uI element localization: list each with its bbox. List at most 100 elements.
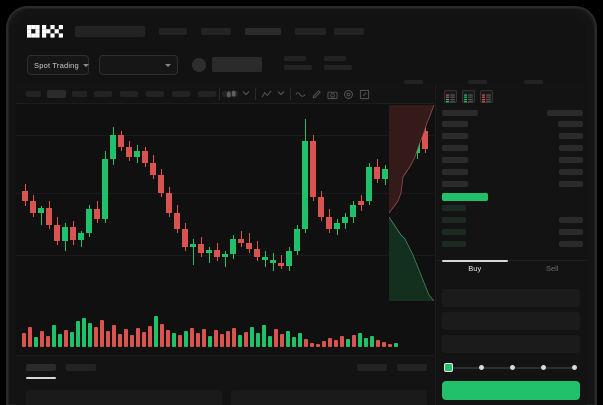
volume-bar — [388, 344, 392, 347]
candle-body — [166, 193, 172, 213]
chevron-down-icon[interactable] — [242, 89, 250, 97]
orderbook-row[interactable] — [442, 169, 468, 175]
nav-item-0[interactable] — [159, 28, 187, 35]
chevron-down-icon[interactable] — [277, 89, 285, 97]
volume-bar — [202, 329, 206, 347]
timeframe-1-active[interactable] — [47, 90, 66, 98]
slider-handle[interactable] — [444, 363, 453, 372]
slider-mark-75[interactable] — [541, 364, 546, 370]
app-screen: Spot Trading — [16, 16, 587, 405]
volume-bar — [310, 343, 314, 347]
tab-sell[interactable]: Sell — [545, 264, 559, 273]
volume-bar — [232, 328, 236, 347]
bottom-tab-0[interactable] — [26, 364, 56, 371]
bottom-action-1[interactable] — [397, 364, 427, 371]
tab-buy[interactable]: Buy — [468, 264, 482, 273]
volume-bar — [58, 334, 62, 347]
orderbook-asks-icon[interactable] — [480, 90, 493, 103]
candle-body — [182, 229, 188, 247]
volume-bar — [304, 339, 308, 347]
orderbook-row[interactable] — [442, 229, 466, 235]
candle-body — [382, 169, 388, 179]
price-field[interactable] — [442, 289, 580, 307]
open-orders-panel[interactable] — [26, 390, 222, 405]
candle-body — [110, 135, 116, 159]
trading-pair-selector[interactable] — [99, 55, 178, 75]
timeframe-6[interactable] — [172, 91, 190, 97]
amount-field[interactable] — [442, 312, 580, 330]
nav-item-2[interactable] — [245, 28, 281, 35]
orderbook-row[interactable] — [442, 241, 466, 247]
market-stat-1-value — [324, 65, 352, 70]
volume-bar — [124, 329, 128, 347]
global-search-input[interactable] — [75, 26, 145, 37]
orderbook-row[interactable] — [442, 217, 466, 223]
orderbook-row[interactable] — [442, 121, 468, 127]
nav-item-1[interactable] — [201, 28, 231, 35]
orderbook-panel: Buy Sell — [435, 84, 587, 405]
timeframe-7[interactable] — [198, 91, 216, 97]
timeframe-0[interactable] — [26, 91, 41, 97]
candle-body — [46, 208, 52, 225]
orderbook-row[interactable] — [442, 110, 478, 116]
slider-mark-100[interactable] — [572, 364, 577, 370]
chevron-down-icon — [82, 63, 89, 67]
settings-icon[interactable] — [343, 89, 354, 100]
submit-buy-button[interactable] — [442, 381, 580, 400]
orderbook-spread-row[interactable] — [442, 193, 488, 201]
bottom-action-0[interactable] — [357, 364, 387, 371]
wave-icon[interactable] — [295, 89, 306, 100]
nav-item-4[interactable] — [334, 28, 364, 35]
volume-bar — [136, 328, 140, 347]
orderbook-row[interactable] — [442, 145, 468, 151]
okx-logo[interactable] — [27, 25, 67, 38]
volume-bar — [178, 335, 182, 347]
candle-body — [22, 191, 28, 201]
volume-bar — [298, 333, 302, 347]
fullscreen-icon[interactable] — [359, 89, 370, 100]
orderbook-row-size — [559, 145, 583, 151]
candle-body — [86, 209, 92, 233]
candle-body — [294, 229, 300, 251]
volume-bar — [40, 331, 44, 347]
candle-body — [198, 244, 204, 253]
total-field[interactable] — [442, 335, 580, 353]
candle-body — [206, 250, 212, 253]
pencil-icon[interactable] — [311, 89, 322, 100]
nav-item-3[interactable] — [295, 28, 326, 35]
volume-bar — [64, 330, 68, 347]
price-chart[interactable] — [16, 105, 434, 355]
slider-mark-25[interactable] — [479, 364, 484, 370]
orderbook-row[interactable] — [442, 205, 466, 211]
candle-body — [230, 239, 236, 254]
volume-bar — [220, 334, 224, 347]
candle-wick — [192, 239, 194, 265]
orderbook-row[interactable] — [442, 181, 468, 187]
order-history-panel[interactable] — [231, 390, 427, 405]
candle-body — [150, 163, 156, 175]
orderbook-bids-icon[interactable] — [462, 90, 475, 103]
amount-slider[interactable] — [444, 363, 578, 373]
market-type-selector[interactable]: Spot Trading — [27, 55, 89, 75]
timeframe-2[interactable] — [72, 91, 87, 97]
orderbook-row-size — [559, 229, 583, 235]
orderbook-row[interactable] — [442, 133, 468, 139]
slider-mark-50[interactable] — [510, 364, 515, 370]
volume-bar — [154, 316, 158, 347]
orderbook-row-size — [559, 157, 583, 163]
candle-body — [142, 151, 148, 163]
timeframe-3[interactable] — [94, 91, 112, 97]
camera-icon[interactable] — [327, 89, 338, 100]
orderbook-row-size — [559, 241, 583, 247]
timeframe-4[interactable] — [120, 91, 138, 97]
timeframe-5[interactable] — [146, 91, 164, 97]
indicator-icon[interactable] — [261, 89, 272, 100]
bottom-tab-1[interactable] — [66, 364, 96, 371]
candle-wick — [40, 206, 42, 225]
candle-body — [102, 159, 108, 219]
candle-body — [118, 135, 124, 147]
orderbook-both-icon[interactable] — [444, 90, 457, 103]
candlestick-icon[interactable] — [226, 89, 237, 100]
orderbook-row[interactable] — [442, 157, 468, 163]
